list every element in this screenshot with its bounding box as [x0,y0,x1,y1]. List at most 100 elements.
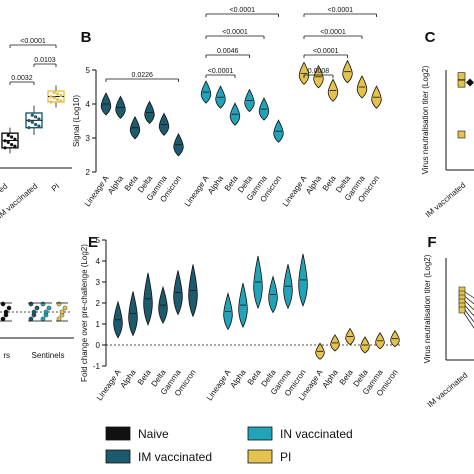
box-point [30,113,34,117]
panel-e-x-tick-label: Alpha [229,368,248,390]
panel-d-point [56,316,62,322]
box-point [3,146,7,150]
panel-e-y-axis-label: Fold change over pre-challenge (Log2) [80,244,89,382]
box-point [37,117,41,121]
box-point [49,95,53,99]
panel-b-y-tick-label: 2 [86,168,91,177]
legend-label: IN vaccinated [280,427,353,441]
panel-c-x-tick-label: IM vaccinated [424,181,468,220]
box-point [34,122,38,127]
box-point [10,135,14,139]
legend-swatch [105,426,131,441]
panel-e-y-tick-label: 3 [96,278,101,287]
panel-d-point [3,309,9,315]
box-point [37,124,41,128]
panel-e-y-tick-label: 2 [96,299,101,308]
panel-d-point [43,309,49,315]
panel-f-y-axis-label: Virus neutralisation titer (Log2) [423,254,432,363]
panel-e-y-tick-label: 5 [96,236,101,245]
panel-a-category-label: ed [0,182,9,195]
panel-b-x-tick-label: Alpha [304,174,323,196]
legend-label: Naive [138,427,169,441]
panel-b-x-tick-label: Alpha [206,174,225,196]
panel-d-point [40,316,46,322]
panel-d-point [46,305,52,311]
box-point [59,99,63,103]
panel-c-naive-point [466,78,474,87]
box-point [56,92,60,96]
panel-d-point [59,309,65,315]
legend-label: IM vaccinated [138,450,212,464]
panel-e-x-tick-label: Alpha [321,368,340,390]
legend-label: PI [280,450,291,464]
legend-swatch [247,449,273,464]
panel-b-pvalue-label: <0.0001 [313,48,339,55]
panel-d-point [0,301,6,307]
panel-d-point [28,301,34,307]
box-point [3,139,7,143]
panel-b-pvalue-label: 0.0046 [217,48,239,55]
box-point [30,120,34,124]
panel-b-y-axis-label: Signal (Log10) [72,95,81,147]
panel-d-point [0,316,6,322]
panel-e-letter: E [88,234,98,251]
panel-e-y-tick-label: 4 [96,257,101,266]
panel-f-x-tick-label: IM vaccinated [426,371,470,410]
panel-b-pvalue-label: <0.0001 [328,7,354,14]
panel-a-category-label: PI [50,182,62,194]
panel-a-pvalue-label: 0.0032 [11,75,33,82]
panel-d-point [40,301,46,307]
panel-b-letter: B [81,29,92,46]
box-point [49,100,53,104]
box-point [34,115,38,119]
panel-d-point [31,309,37,315]
box-point [52,96,56,100]
panel-b-pvalue-label: <0.0001 [208,68,234,75]
panel-d-point [56,301,62,307]
box-point [56,97,60,102]
panel-d-point [34,305,40,311]
box-point [13,137,17,141]
panel-a-pvalue-label: 0.0103 [34,57,56,64]
legend-swatch [247,426,273,441]
box-point [6,140,10,145]
panel-b-pvalue-label: <0.0001 [222,29,248,36]
box-point [13,144,17,148]
box-point [27,126,31,130]
panel-e-y-tick-label: 1 [96,320,101,329]
legend: Naive IM vaccinated IN vaccinated PI [105,426,353,464]
panel-d-x-tick-label: Sentinels [32,351,65,360]
panel-b-pvalue-label: <0.0001 [230,7,256,14]
box-point [27,119,31,123]
panel-b-y-tick-label: 4 [86,100,91,109]
panel-d-point [6,305,12,311]
panel-f-point [458,306,466,314]
panel-d-scatter: rs Sentinels [0,301,74,360]
panel-d-point [62,305,68,311]
panel-c-point [457,130,466,139]
panel-e-y-tick-label: -1 [93,362,101,371]
box-point [52,91,56,95]
box-point [10,143,14,147]
panel-b-y-tick-label: 3 [86,134,91,143]
panel-c-letter: C [425,29,436,46]
panel-b-x-tick-label: Alpha [106,174,125,196]
panel-c-y-axis-label: Virus neutralisation titer (Log2) [421,65,430,174]
panel-b-pvalue-label: 0.0008 [308,68,330,75]
panel-d-point [28,316,34,322]
panel-c-point [457,72,466,80]
box-point [6,133,10,137]
panel-b-pvalue-label: 0.0226 [132,72,154,79]
panel-b-pvalue-label: <0.0001 [320,29,346,36]
panel-f-letter: F [427,234,436,251]
panel-c-scatter: C Virus neutralisation titer (Log2) IM vac… [421,29,474,219]
panel-a-pvalue-label: <0.0001 [20,38,46,45]
panel-d-x-tick-label: rs [3,351,10,360]
legend-swatch [105,449,131,464]
box-point [59,93,63,98]
panel-b-y-tick-label: 5 [86,66,91,75]
panel-e-x-tick-label: Alpha [119,368,138,390]
